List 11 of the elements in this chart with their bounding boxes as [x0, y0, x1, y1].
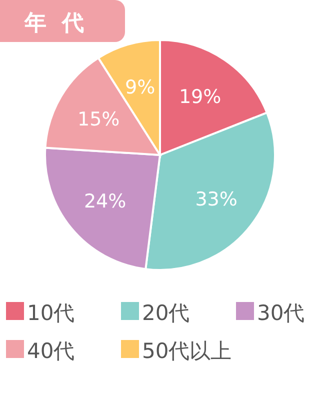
- data-label: 24%: [84, 190, 126, 212]
- legend-label: 20代: [142, 301, 190, 325]
- legend-label: 10代: [27, 301, 75, 325]
- data-label: 19%: [178, 86, 222, 108]
- data-label: 15%: [78, 108, 120, 131]
- legend-label: 50代以上: [142, 339, 232, 363]
- chart-title: 年代: [24, 11, 100, 36]
- legend-label: 30代: [257, 301, 305, 325]
- legend-label: 40代: [27, 339, 75, 363]
- data-label: 33%: [195, 188, 238, 211]
- data-label: 9%: [125, 76, 156, 99]
